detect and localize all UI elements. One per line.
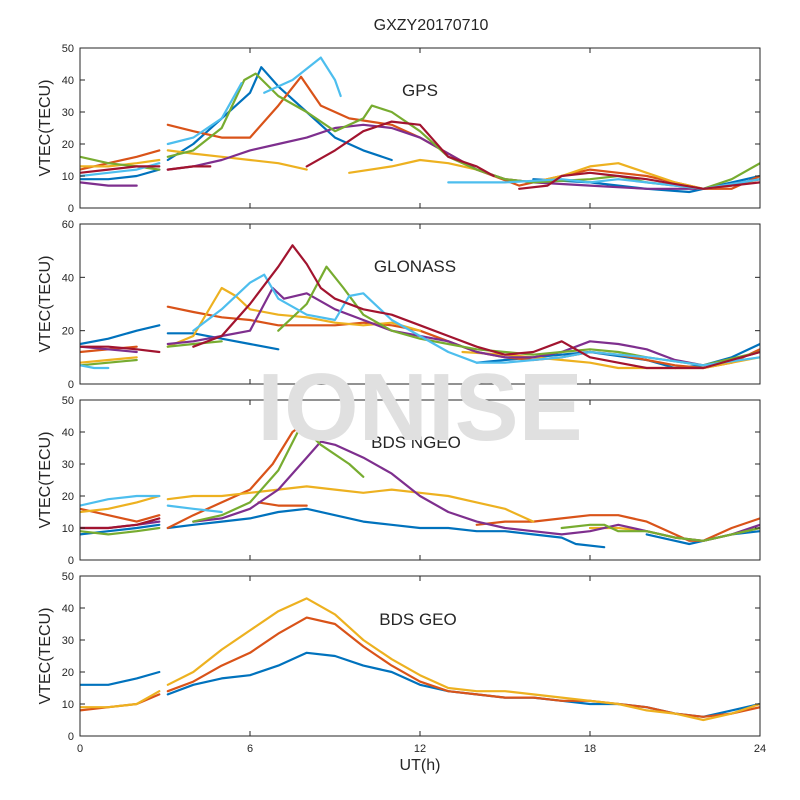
series-line-glonass-6-2 [192,273,760,367]
series-line-glonass-5-3 [277,265,760,367]
series-line-glonass-5-1 [80,358,138,367]
x-tick-label-18: 18 [584,743,596,755]
panels: 01020304050GPSVTEC(TECU)0204060GLONASSVT… [37,43,766,774]
y-tick-label-bds-geo-40: 40 [62,603,74,615]
chart-title: GXZY20170710 [374,17,489,34]
series-line-gps-6-2 [166,82,243,146]
series-line-glonass-5-2 [166,340,223,348]
y-tick-label-gps-10: 10 [62,171,74,183]
watermark: IONISE [257,354,582,461]
series-line-gps-1-1 [80,168,161,181]
series-line-bds-ngeo-5-3 [560,523,760,542]
series-line-gps-4-2 [166,123,760,190]
panel-label-gps: GPS [402,81,438,100]
series-line-gps-4-1 [80,181,138,187]
series-line-bds-ngeo-3-1 [80,494,161,514]
series-line-glonass-3-1 [80,356,138,364]
series-line-bds-ngeo-1-2 [166,507,606,549]
y-axis-label-bds-ngeo: VTEC(TECU) [37,432,54,529]
series-line-glonass-1-1 [80,324,161,346]
panel-bds-ngeo: 0 10 20 30 40 50 BDS NGEO VTEC(TECU) [37,395,761,567]
series-line-gps-1-2 [166,66,393,162]
y-tick-label-glonass-40: 40 [62,272,74,284]
series-line-bds-geo-2-2 [166,616,760,718]
series-line-gps-7-1 [80,165,161,174]
y-tick-label-bds-geo-0: 0 [68,731,74,743]
series-line-gps-6-3 [263,56,342,98]
series-line-bds-ngeo-5-2 [192,424,365,523]
series-line-bds-ngeo-6-1 [80,494,161,507]
x-axis-label: UT(h) [400,757,441,774]
series-line-bds-ngeo-2-2 [166,424,303,530]
series-group-gps [80,56,760,194]
y-tick-label-bds-ngeo-30: 30 [62,459,74,471]
y-axis-label-gps: VTEC(TECU) [37,80,54,177]
series-line-bds-ngeo-2-3 [257,501,308,507]
series-line-glonass-7-1 [80,345,161,354]
series-line-bds-ngeo-2-1 [80,507,161,523]
y-axis-label-bds-geo: VTEC(TECU) [37,608,54,705]
panel-glonass: 0 20 40 60 GLONASS VTEC(TECU) [37,219,761,391]
series-line-glonass-4-2 [166,286,760,367]
series-line-gps-5-2 [166,72,760,190]
y-tick-label-gps-20: 20 [62,139,74,151]
y-tick-label-bds-ngeo-50: 50 [62,395,74,407]
y-tick-label-gps-40: 40 [62,75,74,87]
x-tick-label-6: 6 [247,743,253,755]
y-tick-label-gps-50: 50 [62,43,74,55]
series-line-glonass-1-2 [166,332,280,351]
y-tick-label-bds-geo-20: 20 [62,667,74,679]
panel-bds-geo: 0 10 20 30 40 50 0 6 12 18 24 BDS GEO VTEC(TECU) UT(h… [37,571,766,774]
y-tick-label-bds-ngeo-0: 0 [68,555,74,567]
y-tick-label-bds-geo-30: 30 [62,635,74,647]
series-group-bds-geo [80,597,760,722]
y-tick-label-bds-geo-50: 50 [62,571,74,583]
y-axis-label-glonass: VTEC(TECU) [37,256,54,353]
y-tick-label-bds-ngeo-20: 20 [62,491,74,503]
y-tick-label-gps-0: 0 [68,203,74,215]
series-line-glonass-6-1 [80,364,110,370]
panel-label-bds-ngeo: BDS NGEO [371,433,461,452]
series-line-glonass-7-2 [192,244,760,370]
y-tick-label-glonass-0: 0 [68,379,74,391]
panel-label-bds-geo: BDS GEO [379,610,456,629]
y-tick-label-bds-geo-10: 10 [62,699,74,711]
series-line-bds-geo-3-2 [166,597,760,722]
series-line-bds-ngeo-7-1 [80,517,161,530]
y-tick-label-gps-30: 30 [62,107,74,119]
series-line-gps-5-1 [80,155,161,171]
series-line-bds-ngeo-6-2 [166,504,223,514]
x-tick-label-24: 24 [754,743,766,755]
x-tick-label-0: 0 [77,743,83,755]
x-tick-label-12: 12 [414,743,426,755]
series-line-gps-3-2 [166,149,308,171]
series-line-gps-7-2 [166,165,212,171]
series-line-bds-ngeo-5-1 [80,526,161,536]
series-line-bds-ngeo-3-2 [166,485,535,523]
series-line-bds-geo-1-1 [80,670,161,686]
y-tick-label-bds-ngeo-10: 10 [62,523,74,535]
series-line-gps-7-4 [518,171,760,190]
y-tick-label-glonass-20: 20 [62,326,74,338]
series-line-bds-geo-3-1 [80,690,161,709]
panel-label-glonass: GLONASS [374,257,456,276]
series-group-glonass [80,244,760,370]
y-tick-label-glonass-60: 60 [62,219,74,231]
series-group-bds-ngeo [80,424,760,549]
y-tick-label-bds-ngeo-40: 40 [62,427,74,439]
series-line-gps-7-3 [305,120,495,178]
panel-gps: 0 10 20 30 40 50 GPS VTEC(TECU) [37,43,761,215]
